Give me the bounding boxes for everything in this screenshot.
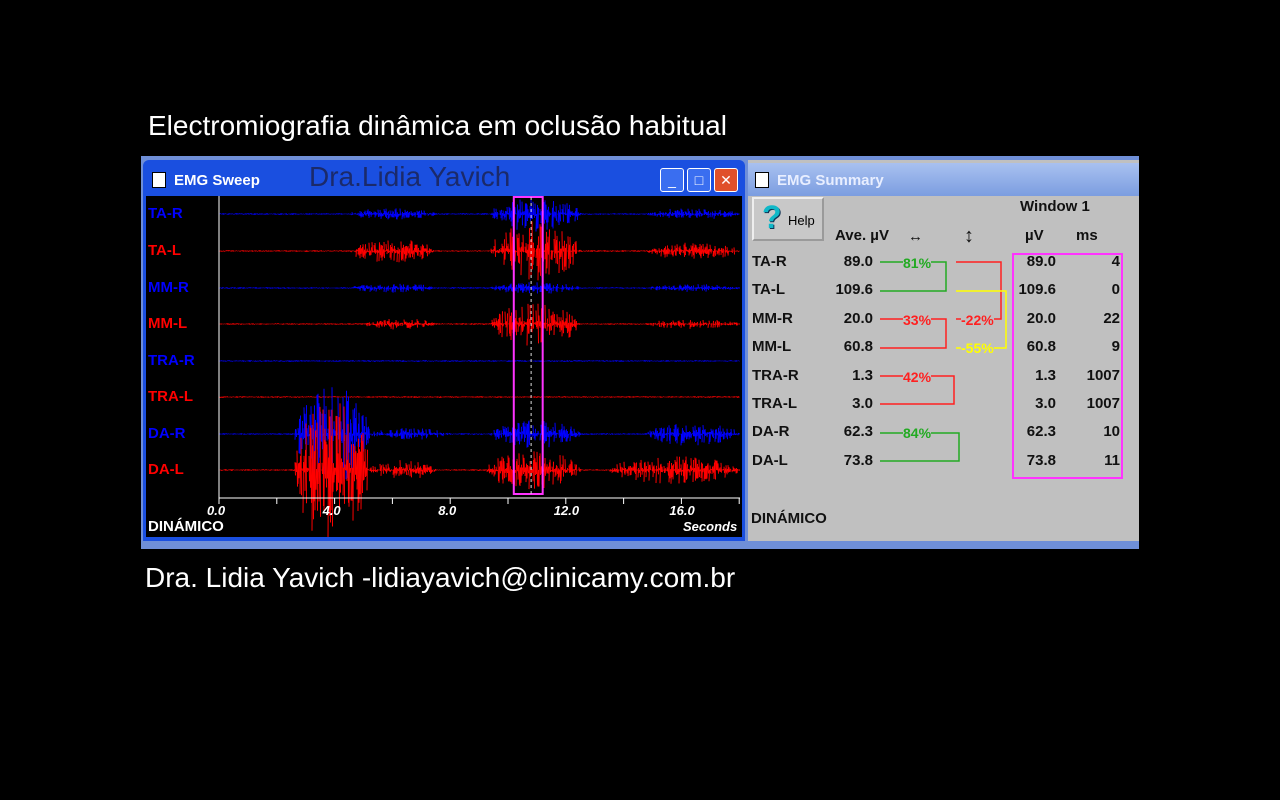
- channel-waveform: [219, 360, 740, 362]
- channel-waveform: [219, 200, 740, 232]
- cross-r-value: 22%: [966, 312, 994, 328]
- x-tick-label: 4.0: [323, 503, 341, 518]
- channel-waveform: [219, 304, 740, 346]
- channel-waveform: [219, 396, 740, 398]
- channel-waveform: [219, 221, 740, 280]
- cross-l-percent: -55%: [961, 340, 994, 356]
- channel-waveform: [219, 282, 740, 293]
- cross-r-percent: -22%: [961, 312, 994, 328]
- emg-waveform-svg: [146, 196, 742, 537]
- ta-symmetry-percent: 81%: [903, 255, 931, 271]
- sweep-window-title: EMG Sweep: [174, 172, 260, 189]
- x-unit-label: Seconds: [683, 519, 737, 534]
- mm-symmetry-percent: 33%: [903, 312, 931, 328]
- channel-label: MM-L: [148, 315, 187, 332]
- channel-label: TA-L: [148, 242, 181, 259]
- summary-window-title: EMG Summary: [777, 172, 884, 189]
- x-tick-label: 8.0: [438, 503, 456, 518]
- minimize-button[interactable]: _: [660, 168, 684, 192]
- x-tick-label: 12.0: [554, 503, 579, 518]
- footer-credit: Dra. Lidia Yavich -lidiayavich@clinicamy…: [145, 562, 735, 594]
- channel-label: DA-R: [148, 425, 186, 442]
- channel-waveform: [219, 403, 740, 537]
- x-tick-label: 0.0: [207, 503, 225, 518]
- symmetry-brackets: [748, 196, 1139, 496]
- slide-title: Electromiografia dinâmica em oclusão hab…: [148, 110, 727, 142]
- document-icon: [755, 172, 769, 188]
- x-tick-label: 16.0: [669, 503, 694, 518]
- close-button[interactable]: ✕: [714, 168, 738, 192]
- channel-label: TA-R: [148, 205, 183, 222]
- watermark: Dra.Lidia Yavich: [309, 161, 510, 193]
- da-symmetry-percent: 84%: [903, 425, 931, 441]
- maximize-button[interactable]: □: [687, 168, 711, 192]
- cross-l-value: 55%: [966, 340, 994, 356]
- channel-label: TRA-R: [148, 352, 195, 369]
- channel-label: DA-L: [148, 461, 184, 478]
- summary-mode-label: DINÁMICO: [751, 510, 827, 527]
- tra-symmetry-percent: 42%: [903, 369, 931, 385]
- sweep-mode-label: DINÁMICO: [148, 518, 224, 535]
- channel-label: MM-R: [148, 279, 189, 296]
- document-icon: [152, 172, 166, 188]
- emg-plot[interactable]: [146, 196, 742, 537]
- channel-label: TRA-L: [148, 388, 193, 405]
